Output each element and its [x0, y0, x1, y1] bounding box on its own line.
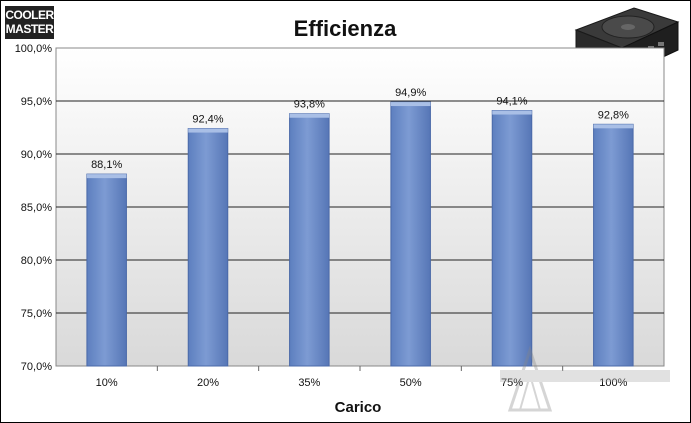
y-tick-label: 80,0% [21, 255, 52, 267]
y-tick-label: 95,0% [21, 96, 52, 108]
bar [491, 110, 533, 367]
bar [187, 128, 229, 367]
data-label: 92,8% [598, 109, 629, 121]
x-tick-label: 35% [298, 377, 320, 389]
bar-cap [492, 110, 532, 115]
data-label: 93,8% [294, 99, 325, 111]
bar-cap [188, 128, 228, 133]
x-tick-label: 75% [501, 377, 523, 389]
bar [593, 123, 634, 367]
x-tick-label: 50% [400, 377, 422, 389]
nexthardware-watermark [500, 345, 670, 412]
data-labels: 88,1% 92,4% 93,8% 94,9% 94,1% 92,8% [91, 87, 629, 171]
chart-title: Efficienza [294, 16, 397, 41]
bar [289, 113, 330, 367]
y-tick-label: 100,0% [15, 43, 53, 55]
logo-line-2: MASTER [5, 22, 54, 36]
data-label: 88,1% [91, 159, 122, 171]
bars [86, 101, 634, 367]
logo-line-1: COOLER [5, 8, 54, 22]
x-axis-ticks: 10% 20% 35% 50% 75% 100% [96, 366, 628, 389]
x-tick-label: 10% [96, 377, 118, 389]
bar-cap [86, 174, 127, 179]
bar-cap [289, 113, 330, 118]
y-tick-label: 90,0% [21, 149, 52, 161]
data-label: 94,1% [496, 96, 527, 108]
y-tick-label: 75,0% [21, 308, 52, 320]
x-tick-label: 100% [599, 377, 627, 389]
data-label: 94,9% [395, 87, 426, 99]
bar-cap [593, 124, 634, 129]
grid-lines [56, 100, 664, 314]
data-label: 92,4% [192, 114, 223, 126]
bar-cap [390, 102, 431, 107]
x-axis-label: Carico [335, 399, 382, 416]
y-tick-label: 85,0% [21, 202, 52, 214]
bar [390, 101, 431, 367]
cooler-master-logo: COOLER MASTER [5, 6, 54, 39]
y-axis-ticks: 70,0% 75,0% 80,0% 85,0% 90,0% 95,0% 100,0% [15, 43, 53, 373]
y-tick-label: 70,0% [21, 361, 52, 373]
x-tick-label: 20% [197, 377, 219, 389]
bar [86, 173, 127, 367]
